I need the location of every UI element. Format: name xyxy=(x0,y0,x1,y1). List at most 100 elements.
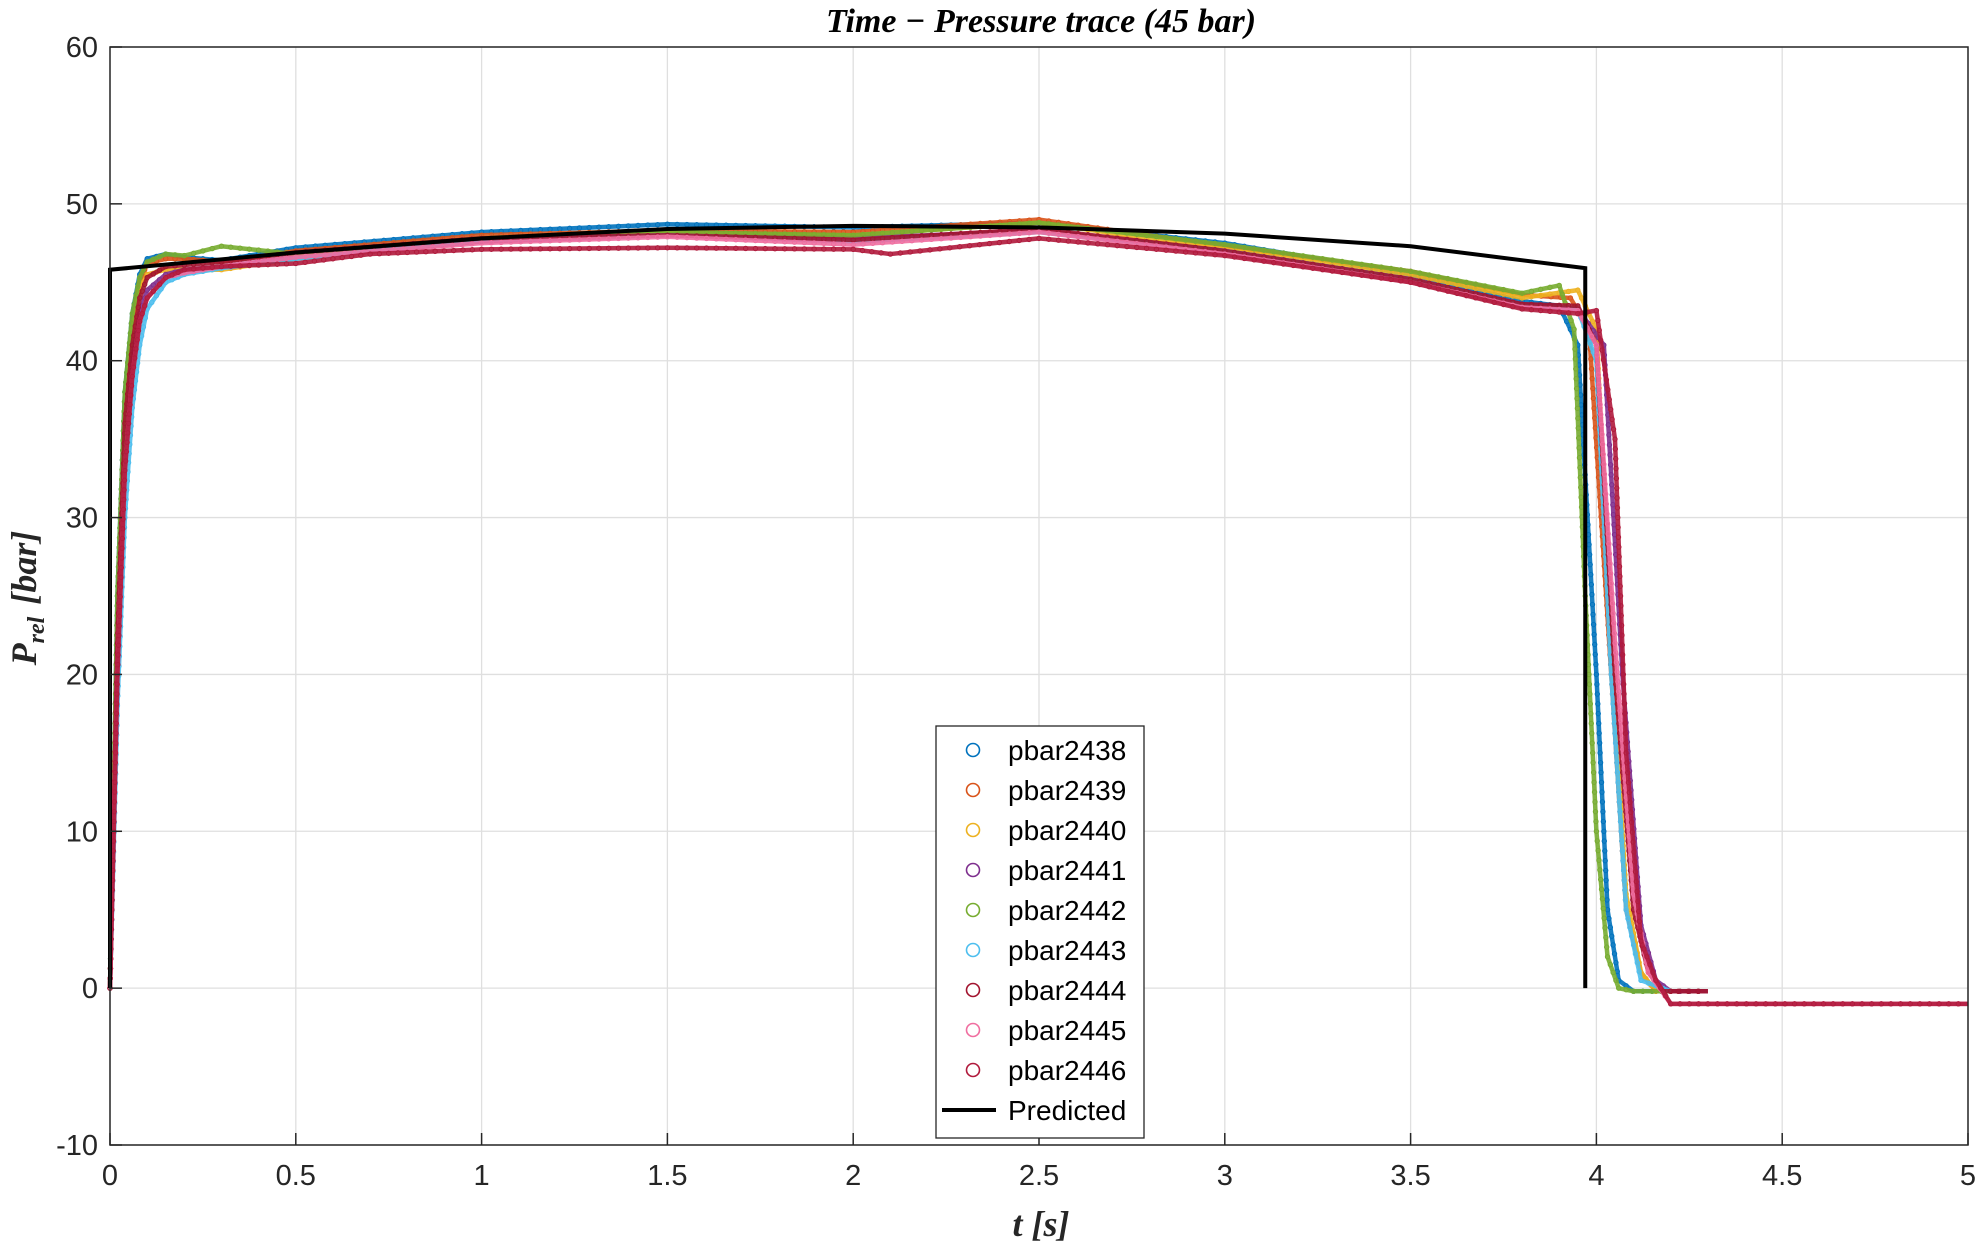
data-point xyxy=(117,603,123,610)
data-point xyxy=(1601,471,1608,477)
data-point xyxy=(1641,946,1647,952)
data-point xyxy=(586,245,592,252)
data-point xyxy=(694,235,700,241)
data-point xyxy=(293,260,299,267)
data-point xyxy=(1603,934,1609,941)
data-point xyxy=(1614,759,1620,766)
data-point xyxy=(121,496,127,503)
data-point xyxy=(1623,750,1629,756)
data-point xyxy=(1065,238,1072,244)
data-point xyxy=(1445,275,1451,282)
data-point xyxy=(615,245,622,251)
data-point xyxy=(1614,769,1621,776)
data-point xyxy=(1510,304,1516,310)
data-point xyxy=(1591,631,1597,638)
data-point xyxy=(1597,337,1604,343)
data-point xyxy=(1621,701,1628,707)
data-point xyxy=(1917,1001,1923,1007)
data-point xyxy=(469,241,475,247)
data-point xyxy=(1590,769,1597,776)
data-point xyxy=(1577,464,1583,471)
data-point xyxy=(1615,514,1621,521)
data-point xyxy=(1791,1001,1798,1007)
data-point xyxy=(293,254,299,260)
data-point xyxy=(733,236,739,243)
data-point xyxy=(386,250,392,256)
data-point xyxy=(782,239,788,245)
data-point xyxy=(1231,254,1238,260)
x-tick-label: 3 xyxy=(1217,1160,1233,1192)
data-point xyxy=(237,245,243,251)
data-point xyxy=(1596,327,1602,334)
data-point xyxy=(1587,561,1593,568)
data-point xyxy=(1598,421,1605,428)
data-point xyxy=(1601,828,1607,834)
data-point xyxy=(1596,382,1602,388)
data-point xyxy=(156,267,163,273)
data-point xyxy=(948,235,954,241)
data-point xyxy=(1368,273,1375,280)
data-point xyxy=(1231,243,1238,249)
data-point xyxy=(1251,257,1257,263)
data-point xyxy=(1634,959,1640,966)
data-point xyxy=(1636,918,1643,924)
data-point xyxy=(1590,621,1597,628)
data-point xyxy=(1600,905,1606,912)
data-point xyxy=(1617,808,1623,815)
data-point xyxy=(1607,924,1614,931)
data-point xyxy=(1629,933,1635,939)
data-point xyxy=(1615,534,1622,540)
data-point xyxy=(1329,257,1336,263)
data-point xyxy=(1598,886,1605,892)
data-point xyxy=(830,241,837,247)
data-point xyxy=(664,221,671,227)
data-point xyxy=(469,247,476,253)
data-point xyxy=(1623,740,1629,746)
data-point xyxy=(190,266,197,272)
data-point xyxy=(1840,1001,1846,1007)
data-point xyxy=(114,681,120,687)
data-point xyxy=(1575,415,1581,421)
data-point xyxy=(899,229,905,235)
data-point xyxy=(1603,887,1610,893)
data-point xyxy=(1630,988,1637,994)
data-point xyxy=(1398,278,1404,284)
data-point xyxy=(1588,356,1594,362)
data-point xyxy=(1782,1001,1788,1007)
data-point xyxy=(135,304,141,311)
data-point xyxy=(1615,985,1622,991)
data-point xyxy=(121,487,127,493)
data-point xyxy=(1202,239,1208,246)
data-point xyxy=(1595,317,1601,324)
data-point xyxy=(1046,236,1052,242)
data-point xyxy=(1601,838,1607,844)
data-point xyxy=(1609,482,1615,488)
data-point xyxy=(576,245,583,252)
data-point xyxy=(1623,907,1629,913)
data-point xyxy=(1620,867,1627,874)
legend-marker xyxy=(965,862,981,878)
data-point xyxy=(1593,818,1599,825)
data-point xyxy=(1212,252,1218,258)
data-point xyxy=(1618,612,1624,619)
data-point xyxy=(1588,571,1594,578)
data-point xyxy=(1675,988,1681,994)
data-point xyxy=(1417,270,1423,276)
data-point xyxy=(889,229,896,236)
data-point xyxy=(742,237,749,243)
data-point xyxy=(150,282,157,288)
data-point xyxy=(1378,275,1384,281)
data-point xyxy=(1594,362,1601,368)
legend-entry: pbar2444 xyxy=(965,975,1126,1006)
data-point xyxy=(1597,867,1603,873)
data-point xyxy=(339,254,345,261)
data-point xyxy=(1398,267,1404,273)
data-point xyxy=(1705,1001,1711,1007)
data-point xyxy=(1290,251,1296,258)
data-point xyxy=(126,411,133,417)
data-point xyxy=(488,246,495,252)
data-point xyxy=(566,245,573,252)
data-point xyxy=(1310,265,1316,271)
data-point xyxy=(1610,610,1616,616)
series-trace xyxy=(107,220,1671,994)
